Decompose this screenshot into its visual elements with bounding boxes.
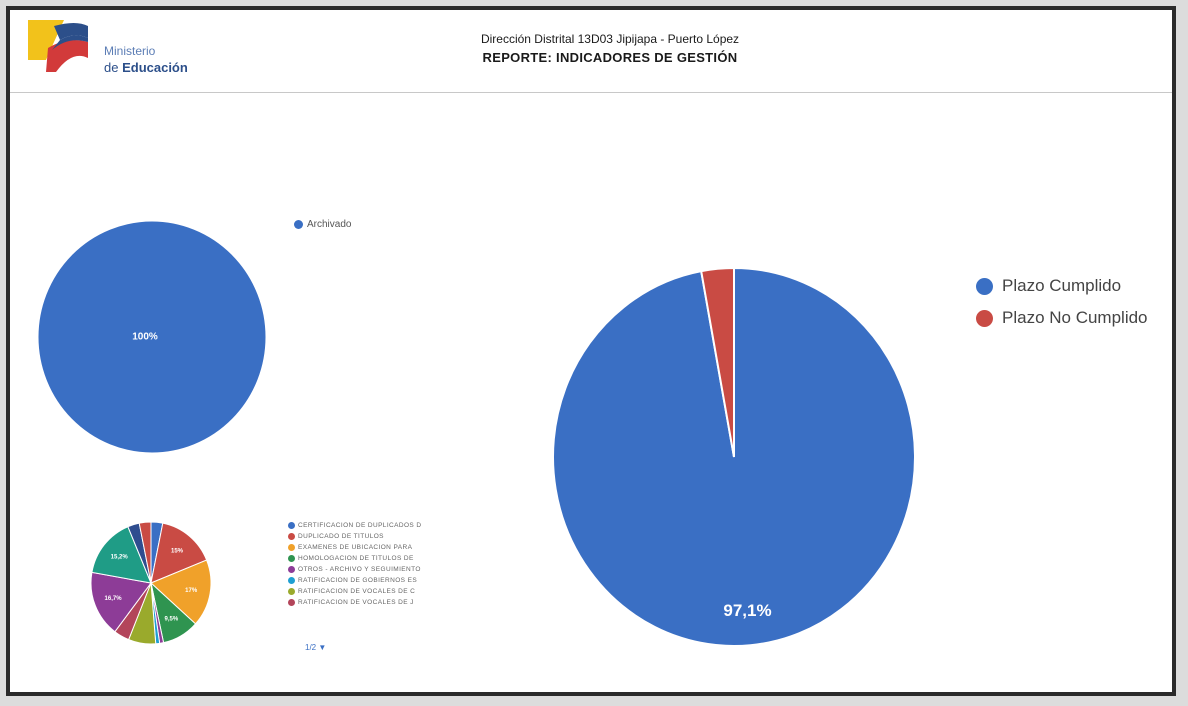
legend-label: EXÁMENES DE UBICACIÓN PARA: [298, 544, 413, 551]
legend-label: RATIFICACIÓN DE VOCALES DE C: [298, 588, 416, 595]
pie-slice[interactable]: [90, 571, 152, 633]
logo-line-2-bold: Educación: [122, 60, 188, 75]
pie-chart-plazo: 97,1%: [552, 266, 916, 647]
legend-item[interactable]: RATIFICACIÓN DE VOCALES DE J: [288, 597, 421, 608]
legend-item[interactable]: Plazo Cumplido: [976, 270, 1148, 302]
legend-label: Plazo No Cumplido: [1002, 308, 1148, 327]
pie-slice[interactable]: [138, 521, 152, 584]
logo-line-2: de Educación: [104, 60, 188, 75]
pie-slice[interactable]: [150, 522, 208, 584]
pie-slice-label: 17%: [185, 588, 198, 594]
legend-item[interactable]: OTROS - ARCHIVO Y SEGUIMIENTO: [288, 564, 421, 575]
report-title: REPORTE: INDICADORES DE GESTIÓN: [482, 50, 738, 65]
report-subtitle: Dirección Distrital 13D03 Jipijapa - Pue…: [480, 32, 740, 46]
report-frame: Ministerio de Educación Dirección Distri…: [6, 6, 1176, 696]
pie-slice-label: 15,2%: [111, 555, 129, 561]
legend-label: DUPLICADO DE TÍTULOS: [298, 533, 384, 540]
legend-color-icon: [288, 599, 295, 606]
legend-tramites: CERTIFICACIÓN DE DUPLICADOS D DUPLICADO D…: [288, 520, 421, 608]
legend-label: Archivado: [307, 219, 352, 230]
legend-color-icon: [288, 544, 295, 551]
legend-item[interactable]: EXÁMENES DE UBICACIÓN PARA: [288, 542, 421, 553]
legend-item[interactable]: HOMOLOGACIÓN DE TÍTULOS DE: [288, 553, 421, 564]
pie-slice[interactable]: [700, 266, 735, 458]
pie-slice-label: 97,1%: [723, 601, 771, 620]
pie-slice-label: 9,5%: [165, 617, 179, 623]
legend-archivado: Archivado: [294, 219, 351, 230]
report-header: Ministerio de Educación Dirección Distri…: [10, 10, 1172, 93]
legend-label: Plazo Cumplido: [1002, 276, 1122, 295]
legend-color-icon: [288, 522, 295, 529]
legend-color-icon: [288, 566, 295, 573]
legend-label: RATIFICACIÓN DE VOCALES DE J: [298, 599, 414, 606]
pie-slice-label: 100%: [132, 332, 158, 343]
legend-item[interactable]: DUPLICADO DE TÍTULOS: [288, 531, 421, 542]
legend-color-icon: [288, 577, 295, 584]
legend-color-icon: [976, 277, 993, 295]
pie-chart-tramites: 15% 17% 9,5% 16,7% 15,2%: [90, 521, 212, 645]
legend-color-icon: [288, 555, 295, 562]
pie-chart-archivado: 100%: [37, 220, 267, 454]
pie-slice[interactable]: [150, 559, 212, 625]
legend-label: RATIFICACIÓN DE GOBIERNOS ES: [298, 577, 418, 584]
legend-color-icon: [288, 533, 295, 540]
legend-item[interactable]: Archivado: [294, 219, 351, 230]
legend-item[interactable]: RATIFICACIÓN DE VOCALES DE C: [288, 586, 421, 597]
pie-slice-label: 15%: [171, 549, 184, 555]
legend-label: HOMOLOGACIÓN DE TÍTULOS DE: [298, 555, 414, 562]
pie-slice[interactable]: [91, 526, 152, 584]
ministerio-logo: Ministerio de Educación: [24, 20, 214, 82]
legend-item[interactable]: Plazo No Cumplido: [976, 302, 1148, 334]
legend-plazo: Plazo Cumplido Plazo No Cumplido: [976, 270, 1148, 334]
legend-pager[interactable]: 1/2 ▼: [305, 643, 327, 652]
logo-line-2-prefix: de: [104, 60, 123, 75]
legend-label: CERTIFICACIÓN DE DUPLICADOS D: [298, 522, 422, 529]
legend-label: OTROS - ARCHIVO Y SEGUIMIENTO: [298, 566, 421, 573]
legend-color-icon: [976, 309, 993, 327]
report-titles: Dirección Distrital 13D03 Jipijapa - Pue…: [310, 32, 910, 65]
legend-item[interactable]: RATIFICACIÓN DE GOBIERNOS ES: [288, 575, 421, 586]
flag-emblem-icon: [28, 20, 88, 72]
pie-slice[interactable]: [37, 220, 267, 454]
legend-color-icon: [294, 220, 303, 229]
legend-color-icon: [288, 588, 295, 595]
legend-item[interactable]: CERTIFICACIÓN DE DUPLICADOS D: [288, 520, 421, 531]
pie-slice-label: 16,7%: [105, 596, 123, 602]
logo-line-1: Ministerio: [104, 44, 156, 58]
